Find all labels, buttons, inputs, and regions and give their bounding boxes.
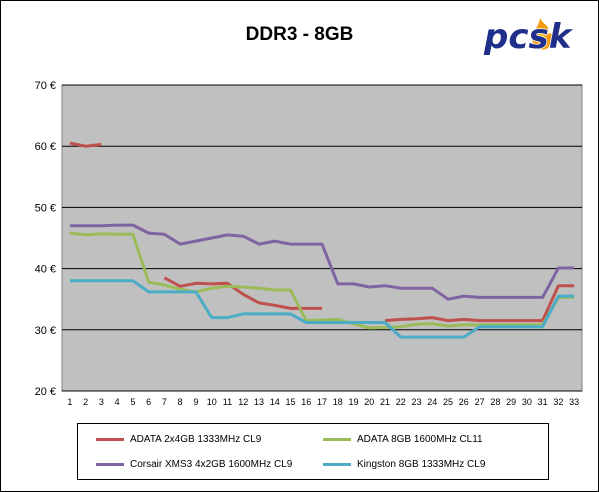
x-tick-label: 30 xyxy=(522,397,532,407)
legend-item-3: Kingston 8GB 1333MHz CL9 xyxy=(323,457,485,471)
legend-swatch-0 xyxy=(96,437,124,441)
x-tick-label: 28 xyxy=(490,397,500,407)
x-tick-label: 18 xyxy=(333,397,343,407)
series-line-2 xyxy=(69,223,575,301)
series-line-0 xyxy=(69,141,575,323)
x-tick-label: 20 xyxy=(364,397,374,407)
legend-item-0: ADATA 2x4GB 1333MHz CL9 xyxy=(96,432,261,446)
x-tick-label: 3 xyxy=(99,397,104,407)
y-tick-label: 70 € xyxy=(35,80,56,92)
x-tick-label: 12 xyxy=(238,397,248,407)
legend-item-1: ADATA 8GB 1600MHz CL11 xyxy=(323,432,483,446)
x-tick-label: 29 xyxy=(506,397,516,407)
x-tick-label: 1 xyxy=(67,397,72,407)
legend-label-3: Kingston 8GB 1333MHz CL9 xyxy=(357,458,486,470)
gridlines xyxy=(62,84,582,392)
x-tick-label: 24 xyxy=(427,397,437,407)
y-tick-label: 20 € xyxy=(35,386,56,398)
series-lines xyxy=(69,141,575,339)
x-tick-label: 16 xyxy=(301,397,311,407)
pcsk-logo: pcsk xyxy=(482,16,574,58)
legend-label-2: Corsair XMS3 4x2GB 1600MHz CL9 xyxy=(130,458,293,470)
x-tick-label: 25 xyxy=(443,397,453,407)
chart-title: DDR3 - 8GB xyxy=(245,24,354,45)
legend-item-2: Corsair XMS3 4x2GB 1600MHz CL9 xyxy=(96,457,292,471)
y-tick-label: 50 € xyxy=(35,202,56,214)
legend-label-0: ADATA 2x4GB 1333MHz CL9 xyxy=(130,433,262,445)
x-tick-label: 11 xyxy=(223,397,232,407)
x-tick-label: 17 xyxy=(317,397,327,407)
logo-text: pcsk xyxy=(483,17,574,57)
plot-area xyxy=(61,84,583,392)
series-line-1 xyxy=(69,231,575,330)
x-tick-label: 6 xyxy=(146,397,151,407)
x-tick-label: 23 xyxy=(412,397,422,407)
series-line-3 xyxy=(69,279,575,339)
x-tick-label: 31 xyxy=(538,397,548,407)
x-tick-label: 22 xyxy=(396,397,406,407)
legend: ADATA 2x4GB 1333MHz CL9 ADATA 8GB 1600MH… xyxy=(77,423,549,480)
y-tick-label: 40 € xyxy=(35,264,56,276)
x-tick-label: 32 xyxy=(553,397,563,407)
x-axis-ticks: 1 2 3 4 5 6 7 8 9 10 11 12 13 14 15 16 17 18 19 20 21 22 23 24 2… xyxy=(67,397,579,407)
x-tick-label: 7 xyxy=(162,397,167,407)
y-tick-label: 60 € xyxy=(35,141,56,153)
x-tick-label: 21 xyxy=(380,397,390,407)
x-tick-label: 26 xyxy=(459,397,469,407)
x-tick-label: 27 xyxy=(475,397,485,407)
x-tick-label: 5 xyxy=(130,397,135,407)
x-tick-label: 19 xyxy=(349,397,359,407)
x-tick-label: 13 xyxy=(254,397,264,407)
legend-label-1: ADATA 8GB 1600MHz CL11 xyxy=(357,433,483,445)
x-tick-label: 8 xyxy=(178,397,183,407)
y-tick-label: 30 € xyxy=(35,325,56,337)
x-tick-label: 14 xyxy=(270,397,280,407)
x-tick-label: 15 xyxy=(285,397,295,407)
legend-swatch-2 xyxy=(96,462,124,466)
x-tick-label: 4 xyxy=(115,397,120,407)
y-axis-ticks: 20 € 30 € 40 € 50 € 60 € 70 € xyxy=(35,80,56,398)
x-tick-label: 9 xyxy=(193,397,198,407)
x-tick-label: 2 xyxy=(83,397,88,407)
x-tick-label: 33 xyxy=(569,397,579,407)
legend-swatch-3 xyxy=(323,462,351,466)
legend-swatch-1 xyxy=(323,437,351,441)
x-tick-label: 10 xyxy=(207,397,217,407)
